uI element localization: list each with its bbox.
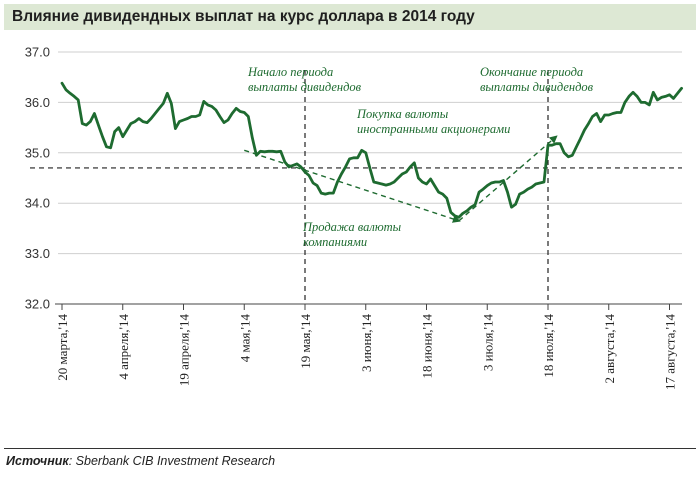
title-bar: Влияние дивидендных выплат на курс долла…	[4, 4, 696, 30]
grid-lines	[55, 51, 682, 305]
x-tick-label: 19 мая,'14	[298, 314, 313, 369]
x-axis: 20 марта,'14 4 апреля,'14 19 апреля,'14 4 м…	[55, 304, 678, 390]
x-tick-label: 3 июля,'14	[480, 314, 495, 372]
series-line	[60, 81, 683, 219]
y-tick-label: 36.0	[25, 95, 50, 110]
source-label: Источник	[6, 454, 69, 468]
annotation-label: Покупка валюты иностранными акционерами	[356, 107, 510, 136]
annotation-label: Продажа валюты компаниями	[302, 220, 402, 249]
line-chart: 32.0 33.0 34.0 35.0 36.0 37.0 20 марта,'14 4 а…	[25, 45, 683, 390]
x-tick-label: 19 апреля,'14	[177, 314, 192, 387]
annotation-label: Окончание периода выплаты дивидендов	[480, 65, 594, 94]
source-text: : Sberbank CIB Investment Research	[68, 454, 276, 468]
x-tick-label: 4 апреля,'14	[116, 314, 131, 380]
y-tick-label: 33.0	[25, 246, 50, 261]
chart-title: Влияние дивидендных выплат на курс долла…	[12, 8, 475, 25]
x-tick-label: 17 августа,'14	[663, 314, 678, 390]
series-layer	[60, 81, 683, 219]
source-note: Источник: Sberbank CIB Investment Resear…	[6, 454, 275, 468]
annotation-line: Начало периода	[247, 65, 333, 79]
x-tick-label: 4 мая,'14	[237, 314, 252, 363]
reference-lines	[30, 70, 682, 304]
y-axis-ticks: 32.0 33.0 34.0 35.0 36.0 37.0	[25, 45, 50, 312]
y-tick-label: 37.0	[25, 45, 50, 60]
annotation-label: Начало периода выплаты дивидендов	[247, 65, 362, 94]
annotations: Начало периода выплаты дивидендовПокупка …	[247, 65, 594, 249]
x-tick-label: 18 июля,'14	[541, 314, 556, 378]
annotation-line: выплаты дивидендов	[480, 80, 594, 94]
y-tick-label: 35.0	[25, 145, 50, 160]
trend-arrow	[458, 135, 558, 222]
source-divider	[4, 448, 696, 449]
annotation-line: иностранными акционерами	[357, 122, 510, 136]
trend-arrows	[244, 135, 558, 223]
annotation-line: Окончание периода	[480, 65, 583, 79]
annotation-line: выплаты дивидендов	[248, 80, 362, 94]
y-tick-label: 34.0	[25, 196, 50, 211]
annotation-line: Продажа валюты	[302, 220, 402, 234]
x-tick-label: 3 июня,'14	[359, 314, 374, 372]
x-tick-label: 20 марта,'14	[55, 314, 70, 381]
y-tick-label: 32.0	[25, 297, 50, 312]
trend-arrow	[244, 149, 461, 223]
annotation-line: Покупка валюты	[356, 107, 449, 121]
x-tick-label: 18 июня,'14	[420, 314, 435, 379]
annotation-line: компаниями	[303, 235, 367, 249]
x-tick-label: 2 августа,'14	[602, 314, 617, 384]
